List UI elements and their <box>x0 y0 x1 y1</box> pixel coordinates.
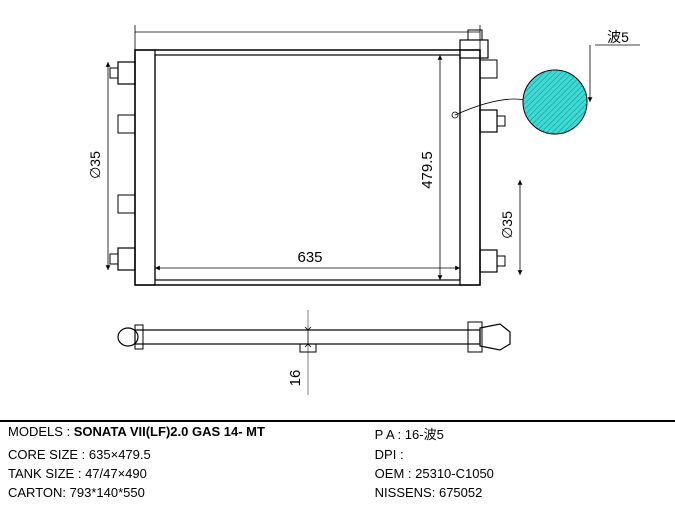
nissens-value: 675052 <box>439 485 482 500</box>
radiator-core <box>155 55 460 280</box>
dim-width: 635 <box>297 249 322 266</box>
carton-label: CARTON: <box>8 485 66 500</box>
carton-row: CARTON: 793*140*550 <box>8 485 375 500</box>
info-panel: MODELS : SONATA VII(LF)2.0 GAS 14- MT P … <box>0 420 675 511</box>
carton-value: 793*140*550 <box>70 485 145 500</box>
tank-size-label: TANK SIZE : <box>8 466 81 481</box>
nissens-label: NISSENS: <box>375 485 436 500</box>
core-size-value: 635×479.5 <box>89 447 151 462</box>
pa-row: P A : 16-波5 <box>375 424 667 443</box>
models-label: MODELS : <box>8 424 70 439</box>
technical-drawing: ∅35 ∅35 479.5 635 波5 16 <box>0 0 675 420</box>
dim-diameter-left: ∅35 <box>87 151 103 179</box>
core-size-row: CORE SIZE : 635×479.5 <box>8 447 375 462</box>
dim-thickness: 16 <box>287 370 304 387</box>
core-size-label: CORE SIZE : <box>8 447 85 462</box>
oem-row: OEM : 25310-C1050 <box>375 466 667 481</box>
dpi-row: DPI : <box>375 447 667 462</box>
drawing-svg: ∅35 ∅35 479.5 635 波5 16 <box>0 0 675 420</box>
dim-height: 479.5 <box>419 151 436 189</box>
nissens-row: NISSENS: 675052 <box>375 485 667 500</box>
pa-label: P A : <box>375 427 402 442</box>
detail-label: 波5 <box>607 29 629 45</box>
dim-diameter-right: ∅35 <box>499 211 515 239</box>
side-view-body <box>135 330 480 344</box>
tank-size-value: 47/47×490 <box>85 466 147 481</box>
dpi-label: DPI : <box>375 447 404 462</box>
oem-value: 25310-C1050 <box>415 466 494 481</box>
tank-size-row: TANK SIZE : 47/47×490 <box>8 466 375 481</box>
models-row: MODELS : SONATA VII(LF)2.0 GAS 14- MT <box>8 424 375 443</box>
oem-label: OEM : <box>375 466 412 481</box>
pa-value: 16-波5 <box>405 427 444 442</box>
models-value: SONATA VII(LF)2.0 GAS 14- MT <box>74 424 265 439</box>
